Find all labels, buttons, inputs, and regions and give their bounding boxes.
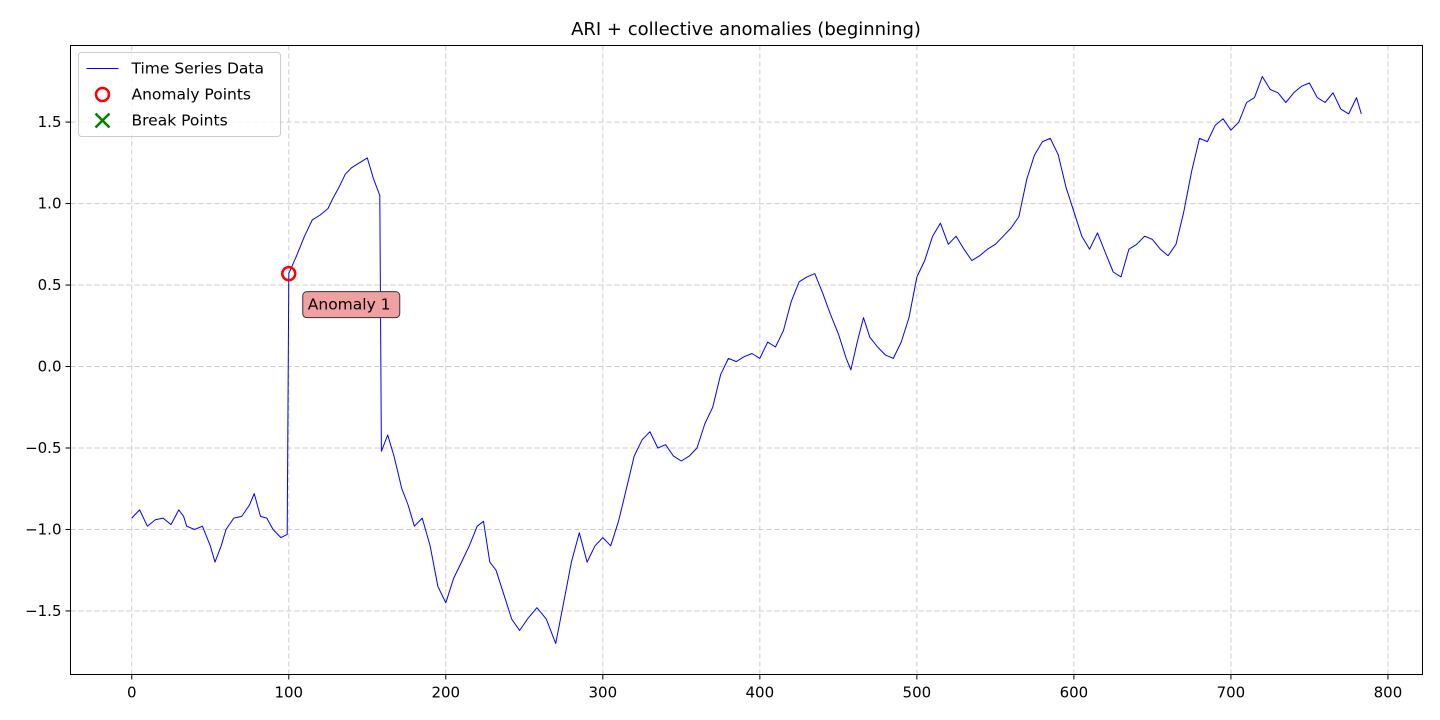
y-tick-label: −1.5 bbox=[25, 602, 61, 620]
legend-circle-marker bbox=[94, 86, 111, 103]
grid bbox=[70, 45, 1423, 675]
series-line bbox=[131, 76, 1362, 644]
y-tick-label: 0.5 bbox=[38, 276, 62, 294]
annotation: Anomaly 1 bbox=[302, 291, 401, 319]
y-axis: −1.5 −1.0 −0.5 0.0 0.5 1.0 1.5 bbox=[25, 113, 71, 620]
plot-area: Anomaly 1 bbox=[131, 76, 1362, 644]
y-tick-label: −1.0 bbox=[25, 520, 61, 538]
y-tick-label: 0.0 bbox=[38, 358, 62, 376]
x-axis: 0 100 200 300 400 500 600 700 800 bbox=[127, 674, 1403, 702]
x-tick-label: 200 bbox=[431, 684, 460, 702]
x-tick-label: 500 bbox=[903, 684, 932, 702]
annotation-label: Anomaly 1 bbox=[308, 296, 391, 314]
y-tick-label: 1.0 bbox=[38, 195, 62, 213]
annotation-box bbox=[302, 291, 401, 319]
legend-label: Anomaly Points bbox=[132, 86, 251, 104]
legend-label: Break Points bbox=[132, 112, 228, 130]
x-tick-label: 100 bbox=[274, 684, 303, 702]
x-tick-label: 600 bbox=[1060, 684, 1089, 702]
legend-label: Time Series Data bbox=[131, 60, 264, 78]
legend-box bbox=[78, 52, 281, 137]
plot-frame bbox=[70, 45, 1423, 675]
x-tick-label: 0 bbox=[127, 684, 137, 702]
y-tick-label: −0.5 bbox=[25, 439, 61, 457]
x-tick-label: 400 bbox=[746, 684, 775, 702]
chart-title: ARI + collective anomalies (beginning) bbox=[571, 19, 921, 40]
anomaly-point bbox=[281, 265, 297, 282]
legend-x-marker bbox=[94, 112, 111, 129]
legend: Time Series Data Anomaly Points Break Poin… bbox=[78, 52, 281, 137]
y-tick-label: 1.5 bbox=[38, 113, 62, 131]
x-tick-label: 700 bbox=[1217, 684, 1246, 702]
x-tick-label: 300 bbox=[589, 684, 618, 702]
x-tick-label: 800 bbox=[1374, 684, 1403, 702]
